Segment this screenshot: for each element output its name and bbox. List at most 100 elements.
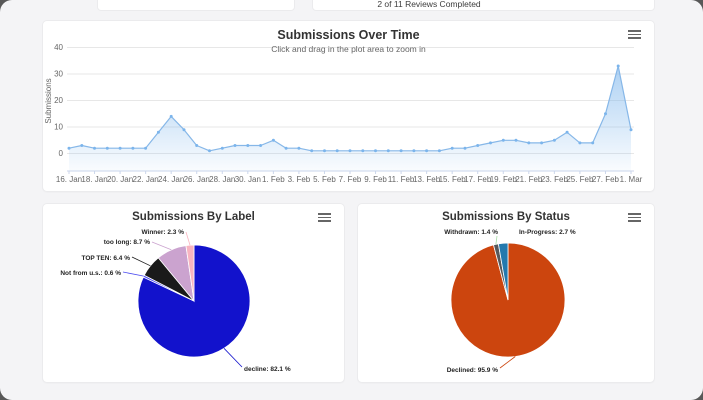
data-point-marker[interactable] bbox=[463, 146, 467, 150]
pie-chart-status[interactable]: Declined: 95.9 % Withdrawn: 1.4 % In-Progr… bbox=[358, 204, 656, 384]
area-chart-title: Submissions Over Time bbox=[277, 28, 420, 42]
data-point-marker[interactable] bbox=[323, 149, 326, 153]
data-point-marker[interactable] bbox=[476, 144, 480, 147]
pie-label-title: Submissions By Label bbox=[132, 211, 255, 223]
x-axis-label: 21. Feb bbox=[515, 175, 543, 184]
data-point-marker[interactable] bbox=[399, 149, 403, 153]
pie-label: In-Progress: 2.7 % bbox=[519, 229, 576, 236]
data-point-marker[interactable] bbox=[540, 141, 544, 145]
data-point-marker[interactable] bbox=[310, 149, 314, 153]
data-point-marker[interactable] bbox=[233, 144, 237, 147]
x-axis-label: 13. Feb bbox=[413, 175, 441, 184]
data-point-marker[interactable] bbox=[182, 128, 186, 132]
submissions-over-time-panel: Submissions Over Time Click and drag in … bbox=[42, 20, 655, 192]
pie-chart-label[interactable]: decline: 82.1 % Not from u.s.: 0.6 % TOP T… bbox=[43, 204, 346, 384]
data-point-marker[interactable] bbox=[604, 112, 607, 116]
x-axis-label: 11. Feb bbox=[388, 175, 415, 184]
x-axis-label: 30. Jan bbox=[235, 175, 261, 184]
data-point-marker[interactable] bbox=[616, 64, 620, 68]
data-point-marker[interactable] bbox=[348, 149, 352, 153]
x-axis-label: 19. Feb bbox=[490, 175, 518, 184]
label-connector bbox=[131, 256, 151, 267]
data-point-marker[interactable] bbox=[144, 146, 148, 150]
data-point-marker[interactable] bbox=[552, 138, 556, 142]
data-point-marker[interactable] bbox=[412, 149, 416, 153]
data-point-marker[interactable] bbox=[527, 141, 531, 145]
data-point-marker[interactable] bbox=[195, 144, 199, 147]
data-point-marker[interactable] bbox=[169, 114, 173, 118]
x-axis-label: 1. Mar bbox=[620, 175, 643, 184]
data-point-marker[interactable] bbox=[437, 149, 441, 153]
y-axis-title: Submissions bbox=[44, 78, 53, 123]
submissions-by-status-panel: Submissions By Status Declined: 95.9 % Wi… bbox=[357, 203, 655, 383]
data-point-marker[interactable] bbox=[67, 146, 71, 150]
x-axis-label: 9. Feb bbox=[364, 175, 387, 184]
x-axis-label: 22. Jan bbox=[133, 175, 159, 184]
label-connector bbox=[122, 271, 144, 277]
y-axis-label: 0 bbox=[59, 149, 64, 158]
data-point-marker[interactable] bbox=[118, 146, 122, 150]
x-axis-label: 26. Jan bbox=[184, 175, 210, 184]
data-point-marker[interactable] bbox=[156, 130, 160, 134]
data-point-marker[interactable] bbox=[565, 130, 569, 134]
label-connector bbox=[185, 231, 191, 246]
x-axis-label: 5. Feb bbox=[313, 175, 336, 184]
x-axis-label: 7. Feb bbox=[339, 175, 362, 184]
data-point-marker[interactable] bbox=[105, 146, 109, 150]
data-point-marker[interactable] bbox=[131, 146, 135, 150]
pie-label: Declined: 95.9 % bbox=[447, 367, 499, 374]
hamburger-menu-icon[interactable] bbox=[628, 213, 641, 223]
data-point-marker[interactable] bbox=[259, 144, 263, 147]
area-fill bbox=[69, 66, 631, 172]
data-point-marker[interactable] bbox=[335, 149, 339, 153]
data-point-marker[interactable] bbox=[374, 149, 377, 153]
area-chart-subtitle: Click and drag in the plot area to zoom … bbox=[271, 44, 426, 54]
data-point-marker[interactable] bbox=[425, 149, 429, 153]
hamburger-menu-icon[interactable] bbox=[628, 30, 641, 40]
data-point-marker[interactable] bbox=[361, 149, 365, 153]
y-axis-label: 10 bbox=[54, 123, 63, 132]
y-axis-label: 20 bbox=[54, 96, 63, 105]
pie-label: Withdrawn: 1.4 % bbox=[444, 229, 498, 236]
data-point-marker[interactable] bbox=[489, 141, 492, 145]
label-connector bbox=[223, 348, 243, 368]
label-connector bbox=[495, 235, 498, 245]
data-point-marker[interactable] bbox=[93, 146, 96, 150]
data-point-marker[interactable] bbox=[297, 146, 301, 150]
reviews-completed-text: 2 of 11 Reviews Completed bbox=[377, 0, 481, 9]
top-card-fragment-left bbox=[97, 0, 295, 11]
top-card-fragment-right: 2 of 11 Reviews Completed bbox=[312, 0, 655, 11]
pie-status-title: Submissions By Status bbox=[442, 211, 570, 223]
pie-label: too long: 8.7 % bbox=[104, 239, 150, 246]
pie-label: TOP TEN: 6.4 % bbox=[81, 255, 130, 262]
x-axis-label: 24. Jan bbox=[158, 175, 184, 184]
data-point-marker[interactable] bbox=[284, 146, 288, 150]
data-point-marker[interactable] bbox=[80, 144, 84, 147]
pie-slice-winner[interactable] bbox=[185, 244, 195, 302]
data-point-marker[interactable] bbox=[514, 138, 518, 142]
y-axis-label: 40 bbox=[54, 43, 63, 52]
data-point-marker[interactable] bbox=[208, 149, 211, 153]
x-axis-label: 20. Jan bbox=[107, 175, 133, 184]
pie-label: decline: 82.1 % bbox=[244, 366, 291, 373]
data-point-marker[interactable] bbox=[450, 146, 454, 150]
area-chart-plot[interactable]: 0 10 20 30 40 Submissions 16. Jan 18. Jan 20. Ja… bbox=[43, 21, 656, 193]
data-point-marker[interactable] bbox=[271, 138, 275, 142]
data-point-marker[interactable] bbox=[578, 141, 582, 145]
hamburger-menu-icon[interactable] bbox=[318, 213, 331, 223]
data-point-marker[interactable] bbox=[591, 141, 595, 145]
pie-label: Not from u.s.: 0.6 % bbox=[60, 270, 121, 277]
data-point-marker[interactable] bbox=[501, 138, 505, 142]
label-connector bbox=[499, 356, 516, 369]
x-axis-label: 17. Feb bbox=[464, 175, 492, 184]
x-axis-label: 1. Feb bbox=[262, 175, 285, 184]
y-axis-label: 30 bbox=[54, 70, 63, 79]
x-axis-label: 18. Jan bbox=[81, 175, 107, 184]
data-point-marker[interactable] bbox=[386, 149, 390, 153]
data-point-marker[interactable] bbox=[629, 128, 633, 132]
label-connector bbox=[503, 236, 518, 243]
pie-slice-in-progress[interactable] bbox=[497, 242, 509, 301]
pie-slice-decline[interactable] bbox=[137, 244, 251, 358]
data-point-marker[interactable] bbox=[246, 144, 250, 147]
data-point-marker[interactable] bbox=[220, 146, 224, 150]
